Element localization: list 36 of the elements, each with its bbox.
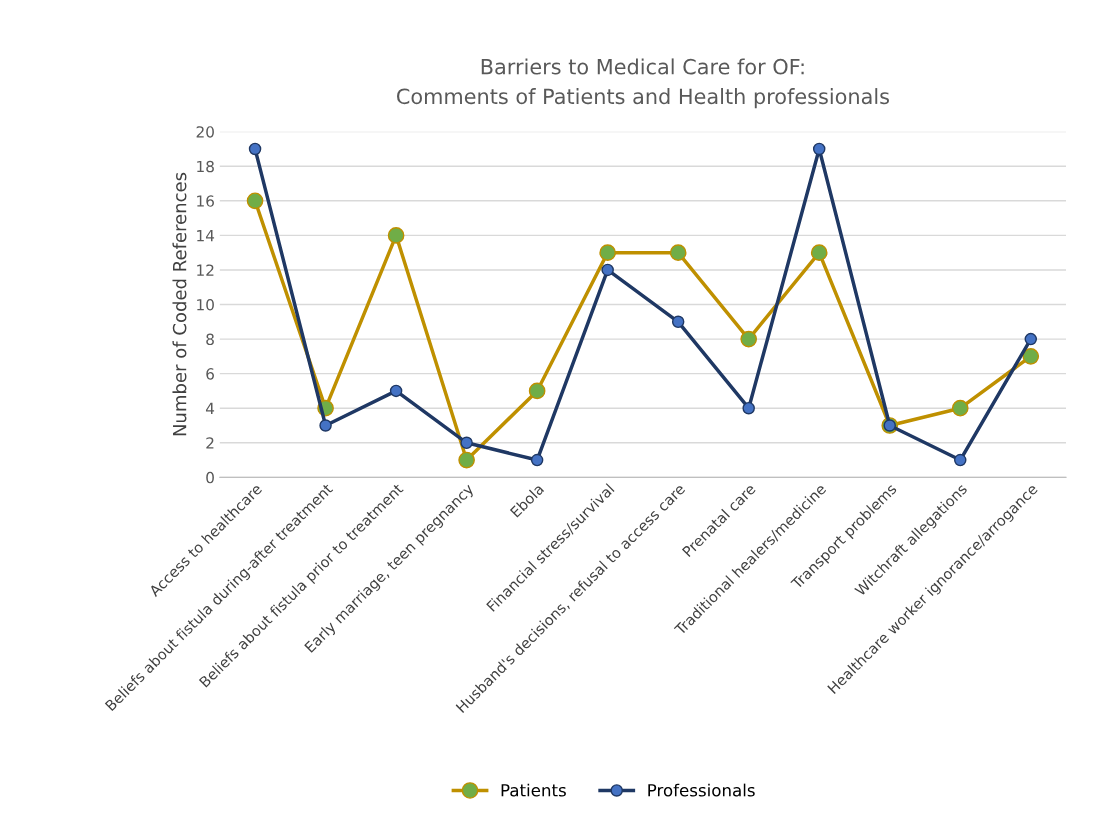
point	[248, 142, 262, 156]
point	[528, 382, 546, 400]
point	[460, 436, 473, 450]
y-tick-label: 16	[197, 195, 214, 207]
y-tick-label: 18	[197, 160, 214, 173]
point	[954, 453, 967, 467]
point	[530, 453, 544, 467]
y-tick-label: 0	[206, 471, 214, 484]
point	[742, 401, 755, 415]
point	[669, 244, 687, 261]
point	[458, 451, 475, 469]
point	[319, 419, 332, 432]
point	[246, 192, 264, 210]
point	[740, 330, 758, 348]
point	[599, 244, 616, 261]
y-tick-label: 12	[197, 264, 214, 276]
point	[1022, 348, 1040, 365]
y-tick-label: 14	[197, 230, 215, 242]
legend-label: Professionals	[648, 783, 755, 797]
point	[387, 227, 405, 244]
y-tick-label: 20	[196, 126, 214, 138]
point	[951, 399, 969, 417]
y-axis-title: Number of Coded References	[172, 172, 187, 436]
point	[671, 315, 685, 329]
y-tick-label: 2	[206, 437, 214, 449]
point	[1024, 332, 1038, 346]
point	[601, 263, 614, 277]
y-tick-label: 8	[206, 333, 214, 346]
legend-label: Patients	[501, 783, 566, 797]
chart-title: Barriers to Medical Care for OF: Comments of Patients and Health professionals	[396, 58, 889, 109]
point	[389, 384, 403, 398]
point	[810, 244, 828, 261]
y-tick-label: 10	[197, 298, 214, 311]
y-tick-label: 6	[206, 368, 214, 380]
y-tick-label: 4	[205, 402, 215, 415]
point	[812, 142, 826, 156]
